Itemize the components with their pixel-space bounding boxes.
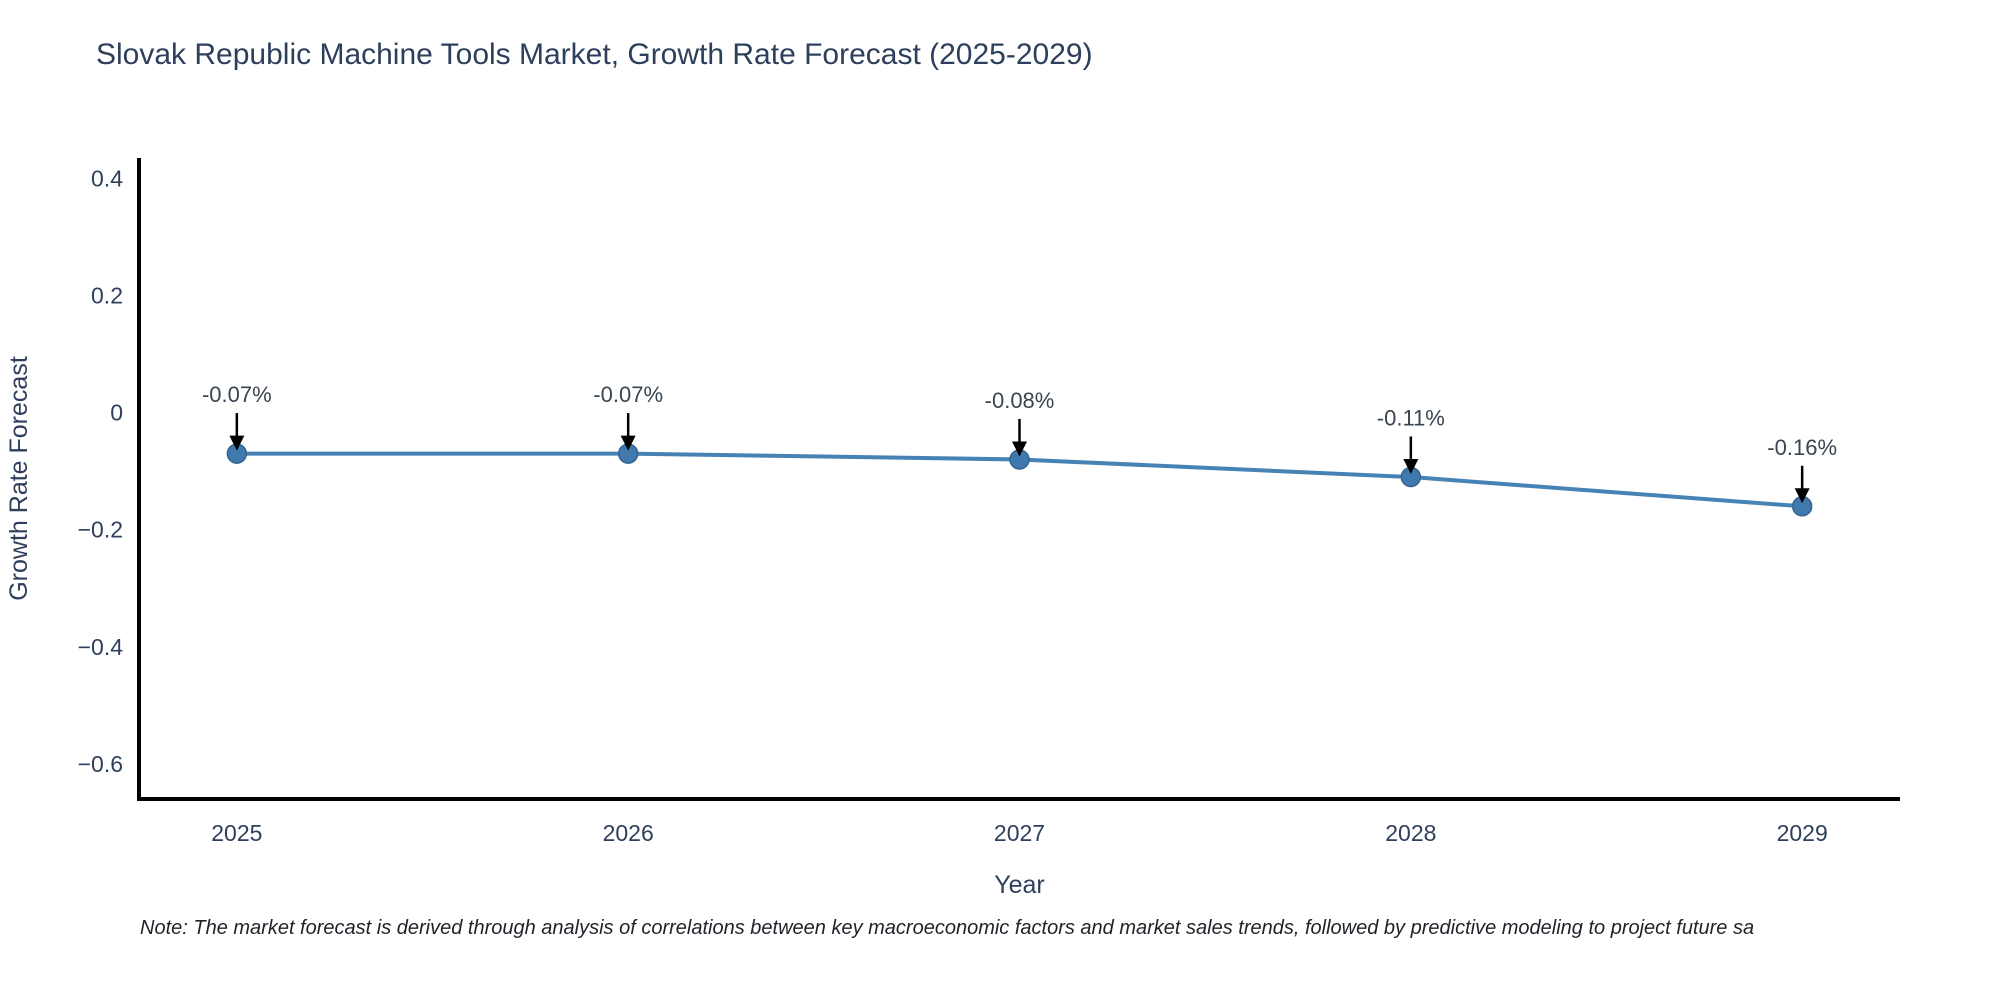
y-tick-label: −0.4 [78, 634, 124, 660]
x-axis-title: Year [994, 871, 1045, 899]
y-tick-label: −0.2 [78, 517, 123, 543]
annotation-label: -0.07% [593, 382, 663, 407]
y-tick-label: 0.4 [91, 165, 123, 191]
annotation-arrow-head [1403, 459, 1419, 475]
y-axis-title: Growth Rate Forecast [5, 356, 33, 601]
y-tick-label: 0 [110, 400, 123, 426]
footnote-text: Note: The market forecast is derived thr… [140, 917, 1755, 939]
annotation-arrow-head [620, 435, 636, 451]
y-tick-label: −0.6 [78, 751, 123, 777]
chart-title: Slovak Republic Machine Tools Market, Gr… [96, 38, 1093, 71]
annotation-label: -0.08% [985, 388, 1055, 413]
annotation-label: -0.16% [1767, 435, 1837, 460]
x-tick-label: 2026 [603, 820, 654, 846]
annotation-arrow-head [1012, 441, 1027, 457]
annotation-label: -0.11% [1377, 405, 1445, 430]
x-tick-label: 2025 [211, 820, 262, 846]
y-tick-label: 0.2 [91, 283, 123, 309]
x-tick-label: 2029 [1777, 820, 1828, 846]
annotation-arrow-head [1794, 488, 1810, 504]
annotation-label: -0.07% [202, 382, 272, 407]
annotation-arrow-head [229, 435, 245, 451]
x-tick-label: 2028 [1385, 820, 1436, 846]
x-tick-label: 2027 [994, 820, 1045, 846]
